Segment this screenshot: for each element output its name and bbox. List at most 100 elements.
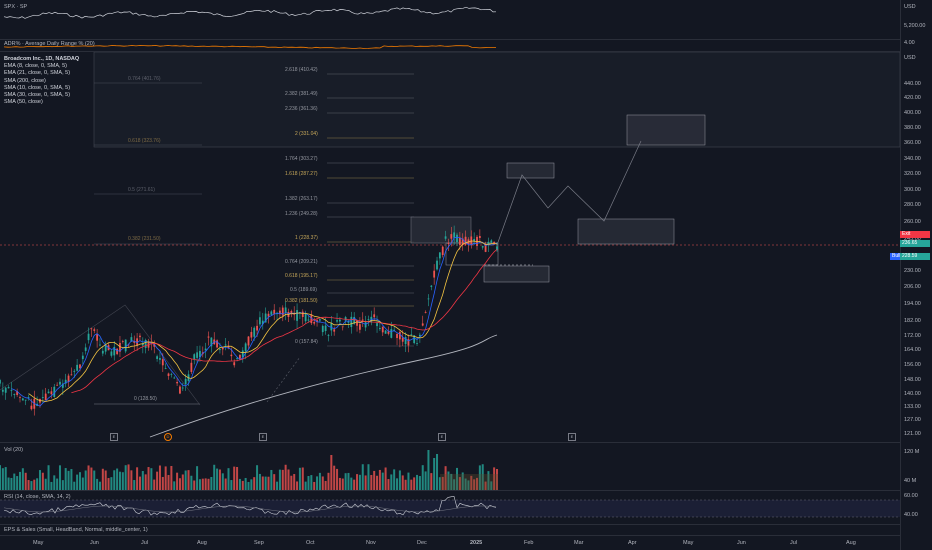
volume-bar bbox=[56, 478, 59, 490]
volume-bar bbox=[30, 481, 33, 490]
time-axis-label[interactable]: Dec bbox=[417, 540, 427, 546]
time-axis-label[interactable]: Mar bbox=[574, 540, 584, 546]
dividend-badge[interactable]: D bbox=[164, 433, 172, 441]
time-axis-label[interactable]: Feb bbox=[524, 540, 534, 546]
earnings-badge[interactable]: E bbox=[568, 433, 576, 441]
time-axis-label[interactable]: Jul bbox=[141, 540, 149, 546]
projection-box bbox=[626, 114, 706, 146]
axis-tick: 230.00 bbox=[904, 268, 921, 274]
earnings-badge[interactable]: E bbox=[110, 433, 118, 441]
volume-bar bbox=[224, 478, 227, 490]
volume-bar bbox=[18, 471, 21, 490]
candle-body bbox=[56, 384, 59, 386]
candle-body bbox=[253, 327, 256, 337]
time-axis-label[interactable]: May bbox=[33, 540, 44, 546]
candle-body bbox=[418, 334, 421, 337]
legend-line[interactable]: EMA (21, close, 0, SMA, 5) bbox=[4, 70, 71, 77]
time-axis-label[interactable]: Oct bbox=[306, 540, 315, 546]
volume-bar bbox=[278, 469, 281, 490]
time-axis-label[interactable]: Jun bbox=[737, 540, 746, 546]
volume-bar bbox=[427, 450, 430, 490]
candle-body bbox=[413, 335, 416, 344]
legend-line[interactable]: SMA (10, close, 0, SMA, 5) bbox=[4, 84, 71, 91]
pane-separator[interactable] bbox=[0, 51, 932, 52]
volume-bar bbox=[458, 477, 461, 490]
adr-line bbox=[3, 45, 496, 49]
legend-line[interactable]: SMA (30, close, 0, SMA, 5) bbox=[4, 92, 71, 99]
volume-bar bbox=[461, 472, 464, 490]
axis-tick: 60.00 bbox=[904, 493, 918, 499]
axis-tick: 40.00 bbox=[904, 512, 918, 518]
time-axis-label[interactable]: Jul bbox=[790, 540, 798, 546]
time-axis-label[interactable]: 2025 bbox=[470, 540, 483, 546]
candle-body bbox=[276, 312, 278, 314]
pane-separator[interactable] bbox=[0, 524, 932, 525]
time-axis-label[interactable]: Aug bbox=[846, 540, 856, 546]
volume-bar bbox=[476, 477, 479, 490]
time-axis-label[interactable]: Apr bbox=[628, 540, 637, 546]
legend-line[interactable]: EMA (8, close, 0, SMA, 5) bbox=[4, 63, 67, 70]
currency-label[interactable]: USD bbox=[904, 4, 916, 10]
volume-bar bbox=[141, 471, 144, 490]
volume-bar bbox=[110, 477, 113, 490]
volume-bar bbox=[436, 454, 439, 490]
volume-bar bbox=[407, 472, 410, 490]
candle-body bbox=[141, 343, 144, 346]
time-axis-label[interactable]: May bbox=[683, 540, 694, 546]
currency-label[interactable]: USD bbox=[904, 55, 916, 61]
volume-bar bbox=[98, 481, 101, 490]
axis-tick: 40 M bbox=[904, 478, 917, 484]
volume-bar bbox=[181, 474, 184, 490]
adr-pane-label[interactable]: ADR% · Average Daily Range % (20) bbox=[4, 41, 95, 47]
price-axis[interactable] bbox=[900, 0, 932, 550]
time-axis-label[interactable]: Jun bbox=[90, 540, 99, 546]
candle-body bbox=[121, 341, 124, 342]
volume-bar bbox=[53, 475, 56, 490]
volume-bar bbox=[144, 474, 147, 490]
volume-bar bbox=[367, 464, 370, 490]
volume-pane-label[interactable]: Vol (20) bbox=[4, 447, 23, 453]
eps-pane-label[interactable]: EPS & Sales (Small, HeadBand, Normal, mi… bbox=[4, 527, 148, 533]
pane-separator[interactable] bbox=[0, 442, 932, 443]
volume-bar bbox=[267, 476, 270, 490]
pane-separator[interactable] bbox=[0, 535, 932, 536]
fib-level-label: 0.764 (401.76) bbox=[128, 76, 161, 82]
volume-bar bbox=[230, 480, 233, 490]
pane-separator[interactable] bbox=[0, 39, 932, 40]
earnings-badge[interactable]: E bbox=[259, 433, 267, 441]
time-axis-label[interactable]: Nov bbox=[366, 540, 376, 546]
volume-bar bbox=[218, 469, 221, 490]
volume-bar bbox=[161, 476, 164, 490]
candle-body bbox=[484, 243, 487, 252]
volume-bar bbox=[290, 475, 293, 490]
volume-bar bbox=[167, 475, 170, 490]
axis-tick: 172.00 bbox=[904, 333, 921, 339]
time-axis-label[interactable]: Sep bbox=[254, 540, 264, 546]
legend-line[interactable]: SMA (50, close) bbox=[4, 99, 43, 106]
symbol-title[interactable]: Broadcom Inc., 1D, NASDAQ bbox=[4, 56, 80, 62]
pane-separator[interactable] bbox=[0, 490, 932, 491]
candle-body bbox=[316, 320, 318, 322]
legend-line[interactable]: SMA (200, close) bbox=[4, 77, 46, 84]
candle-body bbox=[401, 337, 404, 342]
spx-pane-label[interactable]: SPX · SP bbox=[4, 4, 28, 10]
axis-tick: 206.00 bbox=[904, 284, 921, 290]
candle-body bbox=[16, 391, 19, 395]
candle-body bbox=[87, 333, 90, 341]
time-axis-label[interactable]: Aug bbox=[197, 540, 207, 546]
volume-bar bbox=[44, 478, 47, 490]
candle-body bbox=[104, 345, 107, 352]
candle-body bbox=[307, 319, 310, 321]
rsi-pane-label[interactable]: RSI (14, close, SMA, 14, 2) bbox=[4, 494, 71, 500]
candle-body bbox=[124, 339, 127, 352]
volume-bar bbox=[401, 475, 404, 490]
candle-body bbox=[438, 252, 441, 259]
chart-canvas[interactable] bbox=[0, 0, 900, 550]
volume-bar bbox=[118, 471, 121, 490]
candle-body bbox=[407, 339, 410, 346]
volume-bar bbox=[58, 465, 61, 490]
candle-body bbox=[441, 246, 444, 256]
earnings-badge[interactable]: E bbox=[438, 433, 446, 441]
volume-bar bbox=[13, 473, 16, 490]
volume-bar bbox=[264, 476, 267, 490]
